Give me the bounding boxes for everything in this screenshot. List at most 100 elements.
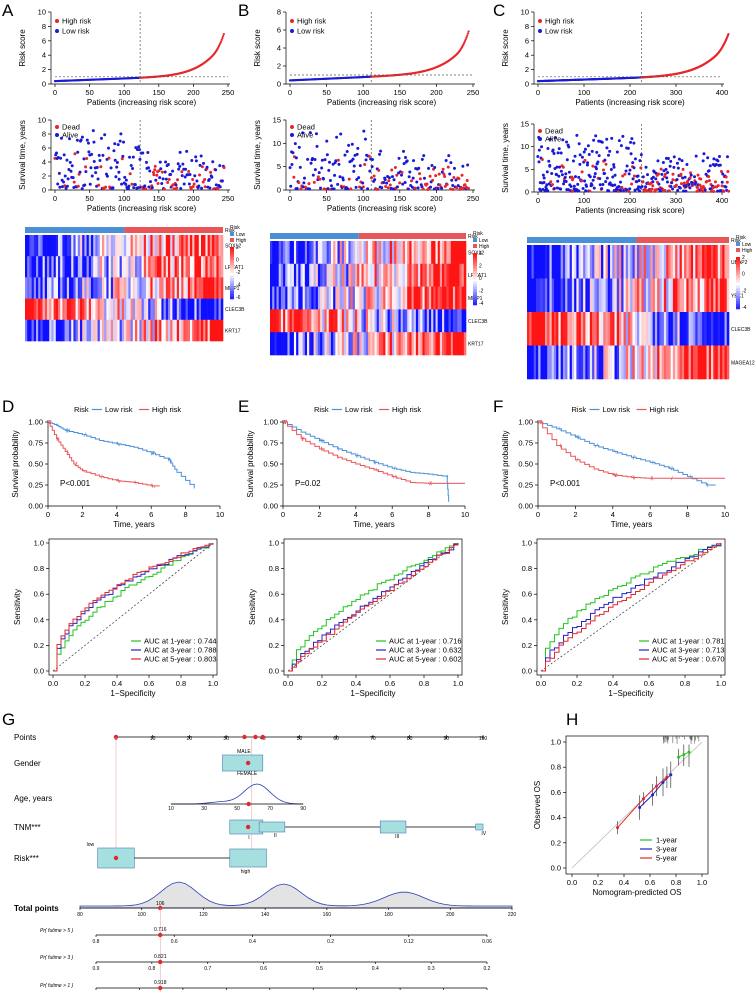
dead-point xyxy=(725,180,729,184)
alive-point xyxy=(383,178,387,182)
alive-point xyxy=(629,152,633,156)
heatmap-cell xyxy=(634,245,638,279)
heatmap-cell xyxy=(141,298,145,321)
alive-point xyxy=(559,187,563,191)
alive-point xyxy=(597,154,601,158)
heatmap-cell xyxy=(556,245,559,279)
alive-point xyxy=(137,145,141,149)
prob-value: 0.716 xyxy=(154,927,167,933)
alive-point xyxy=(346,187,350,191)
heatmap-cell xyxy=(598,245,602,279)
heatmap-cell xyxy=(426,241,430,265)
heatmap-cell xyxy=(287,263,290,287)
x-axis-title: Time, years xyxy=(113,520,155,529)
x-tick-label: 0.6 xyxy=(144,679,154,688)
alive-point xyxy=(671,187,675,191)
heatmap-cell xyxy=(315,286,319,310)
heatmap-cell xyxy=(326,332,330,356)
alive-point xyxy=(633,157,637,161)
points-tick-label: 100 xyxy=(479,736,488,742)
alive-point xyxy=(150,186,154,190)
alive-point xyxy=(701,159,705,163)
alive-point xyxy=(687,183,691,187)
heatmap-cell xyxy=(363,309,367,333)
heatmap-cell xyxy=(42,256,46,278)
heatmap-cell xyxy=(25,235,28,257)
colorbar-segment xyxy=(736,285,740,289)
alive-point xyxy=(107,146,111,150)
heatmap-cell xyxy=(428,263,432,287)
alive-point xyxy=(337,162,341,166)
alive-point xyxy=(592,186,596,190)
y-tick-label: 0.8 xyxy=(34,564,44,573)
alive-point xyxy=(433,166,437,170)
total-tick-label: 80 xyxy=(77,912,83,918)
y-tick-label: 10 xyxy=(38,8,46,17)
heatmap-cell xyxy=(309,286,312,310)
expression-heatmap: RiskUBAP2YBX1CLEC3BMAGEA12RiskLowHigh20-… xyxy=(527,235,755,380)
x-tick-label: 4 xyxy=(115,510,119,519)
heatmap-cell xyxy=(540,345,544,380)
heatmap-cell xyxy=(291,309,295,333)
heatmap-cell xyxy=(313,241,317,265)
dead-point xyxy=(347,177,351,181)
alive-point xyxy=(311,173,315,177)
heatmap-cell xyxy=(276,286,280,310)
heatmap-cell xyxy=(402,263,406,287)
heatmap-cell xyxy=(29,256,32,278)
gene-label: CLEC3B xyxy=(468,319,488,325)
heatmap-cell xyxy=(394,332,397,356)
heatmap-cell xyxy=(115,235,118,257)
y-axis-title: Sensitivity xyxy=(501,589,510,625)
heatmap-cell xyxy=(547,245,550,279)
x-tick-label: 0.8 xyxy=(680,679,690,688)
heatmap-cell xyxy=(529,278,532,313)
heatmap-cell xyxy=(354,263,358,287)
heatmap-cell xyxy=(174,235,178,257)
alive-point xyxy=(694,154,698,158)
alive-point xyxy=(573,154,577,158)
heatmap-cell xyxy=(708,245,712,279)
dead-point xyxy=(189,187,193,191)
heatmap-cell xyxy=(148,277,151,299)
alive-point xyxy=(178,164,182,168)
risk-high-box xyxy=(229,848,267,868)
high-risk-point xyxy=(467,30,470,33)
x-tick-label: 200 xyxy=(187,88,200,97)
heatmap-cell xyxy=(185,319,189,342)
alive-point xyxy=(636,174,640,178)
risk-marker xyxy=(113,855,119,861)
y-tick-label: 0.50 xyxy=(28,460,43,469)
heatmap-cell xyxy=(702,278,705,313)
heatmap-cell xyxy=(62,319,65,342)
x-tick-label: 0.4 xyxy=(619,878,629,887)
heatmap-cell xyxy=(538,345,541,380)
alive-point xyxy=(610,136,614,140)
heatmap-cell xyxy=(402,241,406,265)
heatmap-cell xyxy=(289,286,293,310)
dead-point xyxy=(203,177,207,181)
alive-point xyxy=(632,141,636,145)
heatmap-cell xyxy=(198,319,202,342)
heatmap-cell xyxy=(636,278,640,313)
dead-point xyxy=(632,174,636,178)
high-risk-point xyxy=(727,32,730,36)
heatmap-cell xyxy=(628,312,631,346)
x-axis-title: Time, years xyxy=(611,520,653,529)
tnm-level-label: III xyxy=(395,834,399,840)
high-risk-point xyxy=(221,36,224,40)
legend-label: AUC at 5-year : 0.803 xyxy=(144,655,217,664)
alive-point xyxy=(592,138,596,142)
alive-point xyxy=(98,158,102,162)
heatmap-cell xyxy=(97,277,101,299)
heatmap-cell xyxy=(209,319,213,342)
heatmap-cell xyxy=(376,332,380,356)
legend-label: AUC at 1-year : 0.781 xyxy=(652,637,725,646)
alive-point xyxy=(665,180,669,184)
heatmap-cell xyxy=(212,319,215,342)
panel-label-a: A xyxy=(2,1,14,20)
x-tick-label: 100 xyxy=(357,194,370,203)
legend-high-risk: High risk xyxy=(545,17,574,26)
heatmap-cell xyxy=(311,241,314,265)
alive-point xyxy=(56,182,60,186)
